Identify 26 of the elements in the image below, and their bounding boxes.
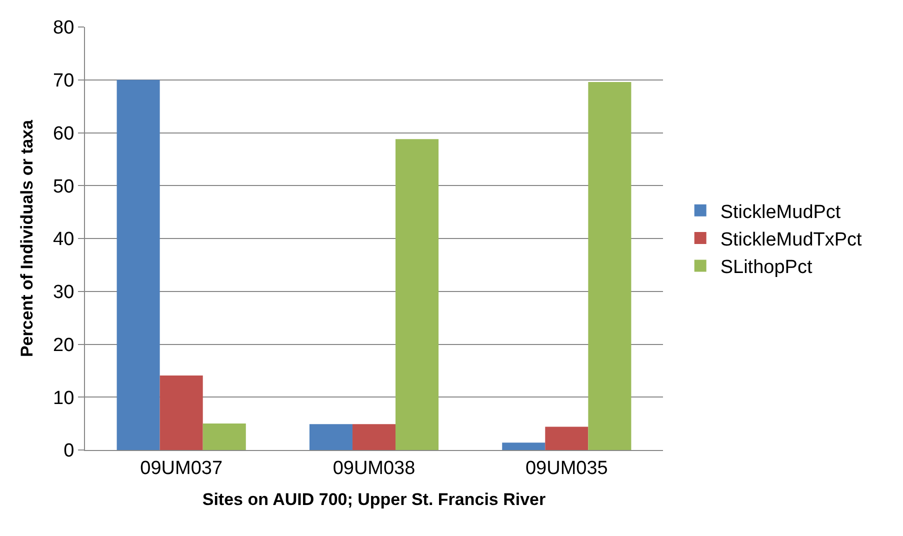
legend-label: StickleMudTxPct	[720, 229, 863, 250]
x-tick-label: 09UM035	[525, 458, 608, 479]
legend-label: StickleMudPct	[720, 202, 842, 223]
bar	[588, 82, 632, 450]
legend-label: SLithopPct	[720, 257, 813, 278]
bar	[352, 424, 396, 450]
bar	[116, 80, 160, 450]
y-tick-label: 80	[53, 18, 74, 39]
bar	[160, 375, 203, 450]
x-tick-label: 09UM038	[332, 458, 416, 479]
x-tick-label: 09UM037	[140, 458, 223, 479]
y-tick-label: 0	[64, 440, 74, 462]
y-tick-label: 60	[53, 123, 74, 144]
y-tick-label: 20	[53, 334, 74, 356]
y-tick-label: 30	[53, 282, 74, 304]
y-tick-label: 70	[53, 70, 74, 92]
y-tick-label: 10	[53, 388, 74, 409]
y-axis-title: Percent of Individuals or taxa	[18, 119, 37, 358]
bar	[396, 139, 439, 450]
x-axis-title: Sites on AUID 700; Upper St. Francis River	[202, 490, 546, 510]
bar	[545, 426, 588, 450]
bar	[502, 442, 546, 450]
y-tick-label: 50	[53, 176, 74, 198]
bar	[309, 424, 352, 450]
y-tick-label: 40	[53, 229, 74, 250]
bar	[202, 424, 246, 450]
